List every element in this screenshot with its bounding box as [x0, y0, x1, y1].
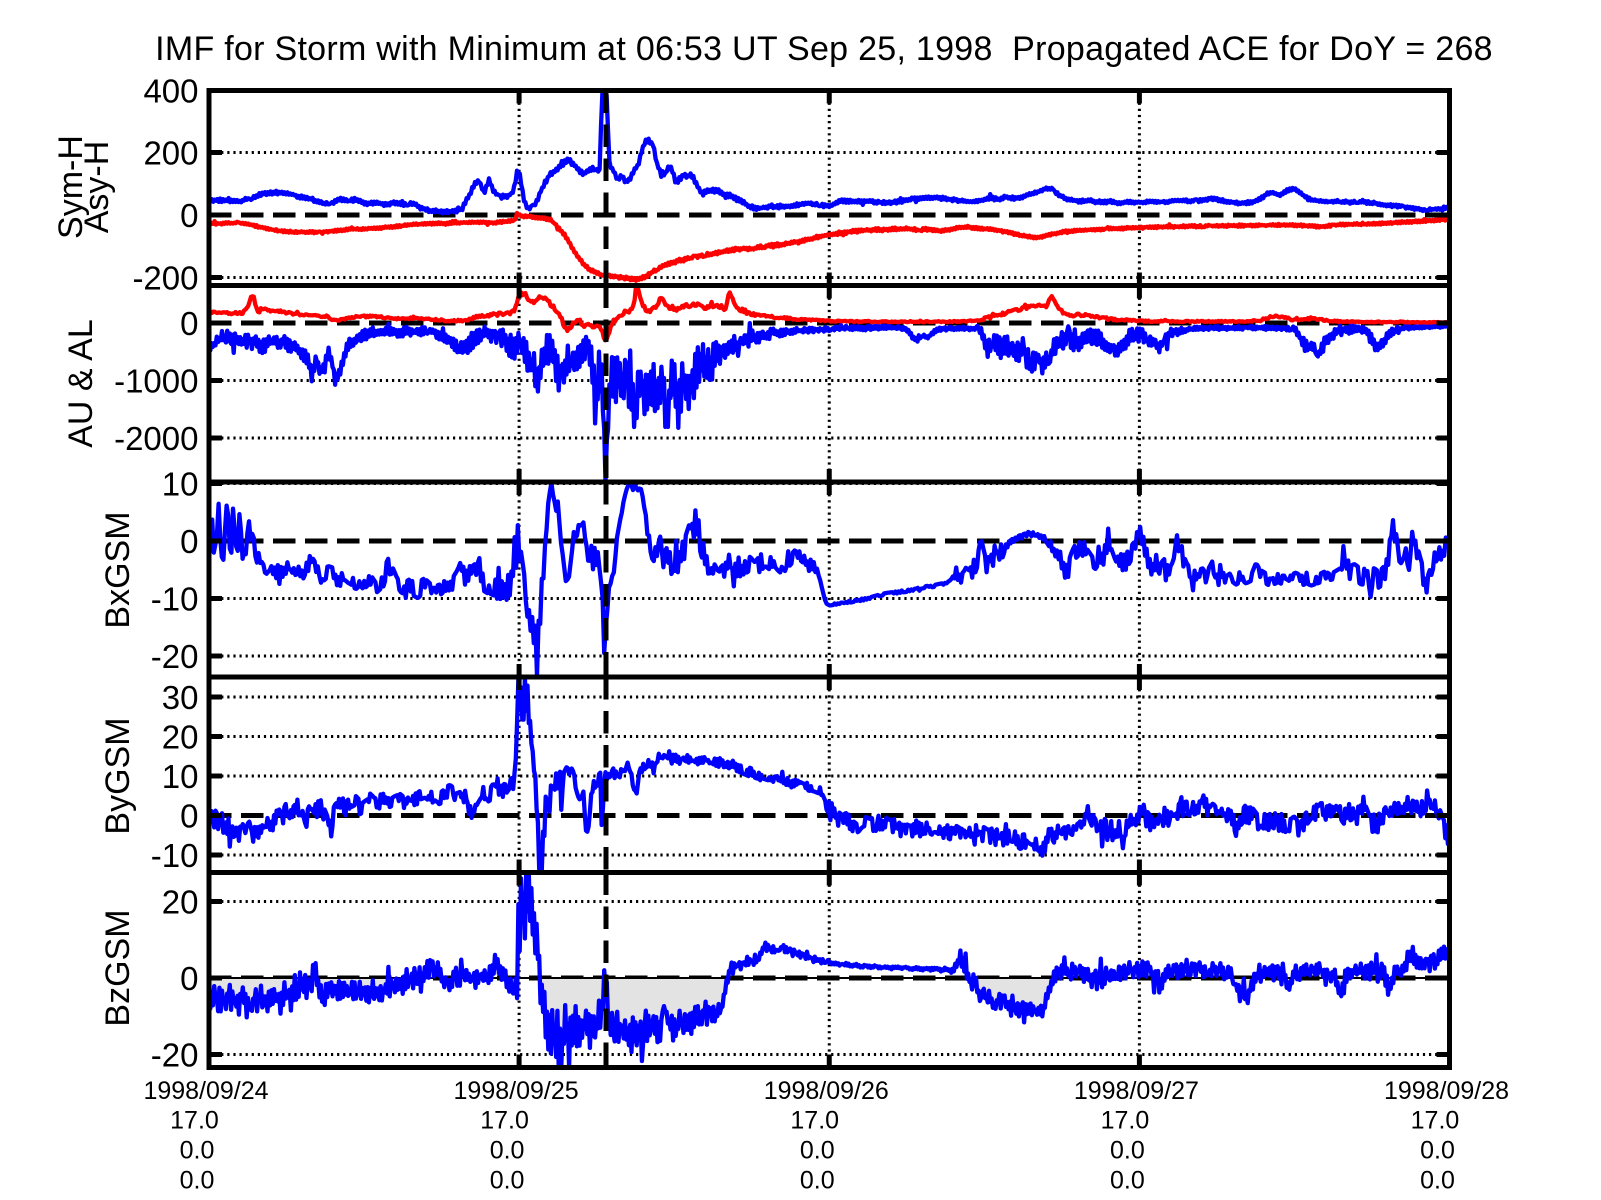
svg-text:30: 30: [162, 679, 199, 716]
svg-text:1998/09/28: 1998/09/28: [1384, 1077, 1509, 1105]
svg-text:0: 0: [180, 960, 198, 997]
svg-text:0.0: 0.0: [180, 1167, 215, 1195]
svg-text:200: 200: [143, 135, 198, 172]
svg-text:0.0: 0.0: [800, 1167, 835, 1195]
svg-text:17.0: 17.0: [1411, 1107, 1460, 1135]
svg-text:-10: -10: [151, 581, 199, 618]
svg-text:1998/09/25: 1998/09/25: [454, 1077, 579, 1105]
svg-text:-10: -10: [151, 837, 199, 874]
svg-text:0: 0: [180, 523, 198, 560]
svg-text:20: 20: [162, 719, 199, 756]
svg-text:AU & AL: AU & AL: [62, 319, 100, 448]
svg-text:0.0: 0.0: [180, 1137, 215, 1165]
svg-text:17.0: 17.0: [480, 1107, 529, 1135]
svg-text:-2000: -2000: [114, 420, 198, 457]
svg-text:-20: -20: [151, 1037, 199, 1074]
svg-text:0: 0: [180, 197, 198, 234]
svg-text:-20: -20: [151, 638, 199, 675]
svg-text:0.0: 0.0: [1420, 1137, 1455, 1165]
svg-text:0.0: 0.0: [490, 1137, 525, 1165]
svg-text:ByGSM: ByGSM: [99, 717, 137, 834]
svg-text:0.0: 0.0: [1420, 1167, 1455, 1195]
svg-text:1998/09/26: 1998/09/26: [764, 1077, 889, 1105]
svg-text:0.0: 0.0: [1110, 1167, 1145, 1195]
svg-text:0: 0: [180, 798, 198, 835]
svg-text:17.0: 17.0: [790, 1107, 839, 1135]
svg-text:1998/09/24: 1998/09/24: [143, 1077, 268, 1105]
svg-text:400: 400: [143, 73, 198, 110]
svg-text:20: 20: [162, 884, 199, 921]
svg-text:BxGSM: BxGSM: [99, 511, 137, 628]
svg-text:17.0: 17.0: [170, 1107, 219, 1135]
svg-text:-200: -200: [132, 260, 198, 297]
svg-text:0.0: 0.0: [800, 1137, 835, 1165]
svg-text:BzGSM: BzGSM: [99, 909, 137, 1026]
svg-text:17.0: 17.0: [1101, 1107, 1150, 1135]
svg-text:10: 10: [162, 758, 199, 795]
svg-text:0: 0: [180, 305, 198, 342]
svg-text:10: 10: [162, 466, 199, 503]
svg-text:-1000: -1000: [114, 363, 198, 400]
svg-text:Asy-H: Asy-H: [78, 141, 116, 234]
svg-text:1998/09/27: 1998/09/27: [1074, 1077, 1199, 1105]
svg-text:Sym-H: Sym-H: [52, 135, 90, 239]
svg-text:0.0: 0.0: [1110, 1137, 1145, 1165]
svg-text:IMF for Storm with Minimum at: IMF for Storm with Minimum at 06:53 UT S…: [155, 30, 1493, 68]
svg-text:0.0: 0.0: [490, 1167, 525, 1195]
